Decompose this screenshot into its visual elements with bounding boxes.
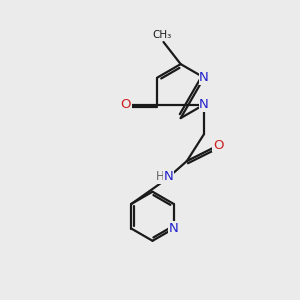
Text: N: N <box>169 222 178 235</box>
Text: N: N <box>199 71 209 84</box>
Text: O: O <box>121 98 131 111</box>
Text: CH₃: CH₃ <box>152 30 171 40</box>
Text: N: N <box>199 98 209 111</box>
Text: N: N <box>164 170 174 183</box>
Text: H: H <box>156 170 165 183</box>
Text: O: O <box>213 139 224 152</box>
